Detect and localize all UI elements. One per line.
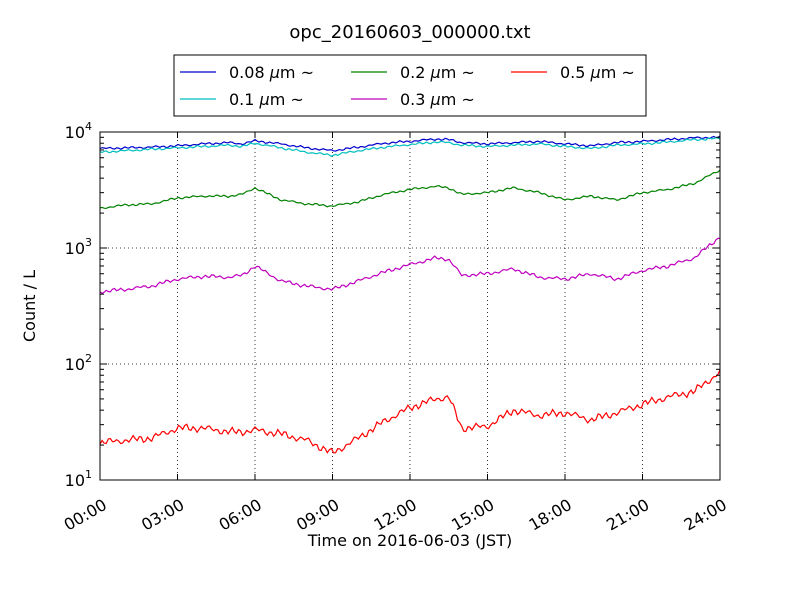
legend-label: 0.1 μm ~ [229,90,304,109]
x-tick-label: 24:00 [681,495,730,535]
y-tick-labels: 101 102 103 104 [65,120,92,490]
y-tick-label: 101 [65,468,92,490]
plot-area [99,131,721,481]
series-line [99,135,721,152]
x-tick-label: 00:00 [61,495,110,535]
y-tick-label: 102 [65,352,92,374]
legend: 0.08 μm ~ 0.1 μm ~ 0.2 μm ~ 0.3 μm ~ 0.5 μm … [173,54,647,117]
y-tick-label: 104 [65,120,92,142]
legend-label: 0.5 μm ~ [560,63,635,82]
y-tick-label: 103 [65,236,92,258]
legend-label: 0.3 μm ~ [400,90,475,109]
y-axis-label: Count / L [20,270,39,342]
series-line [99,169,721,210]
x-tick-label: 12:00 [371,495,420,535]
legend-box [173,54,647,117]
grid [100,132,720,480]
x-tick-label: 21:00 [603,495,652,535]
chart-title: opc_20160603_000000.txt [289,22,530,43]
legend-label: 0.2 μm ~ [400,63,475,82]
legend-label: 0.08 μm ~ [229,63,314,82]
x-tick-label: 15:00 [448,495,497,535]
x-axis-label: Time on 2016-06-03 (JST) [307,531,512,550]
x-tick-label: 09:00 [293,495,342,535]
plot-frame [99,131,721,481]
x-tick-label: 06:00 [216,495,265,535]
x-tick-label: 03:00 [138,495,187,535]
series-line [99,137,721,158]
x-tick-label: 18:00 [526,495,575,535]
series-line [99,237,721,295]
series-lines [99,135,721,454]
series-line [99,369,721,454]
x-tick-labels: 00:00 03:00 06:00 09:00 12:00 15:00 18:00 21:00… [61,495,730,535]
